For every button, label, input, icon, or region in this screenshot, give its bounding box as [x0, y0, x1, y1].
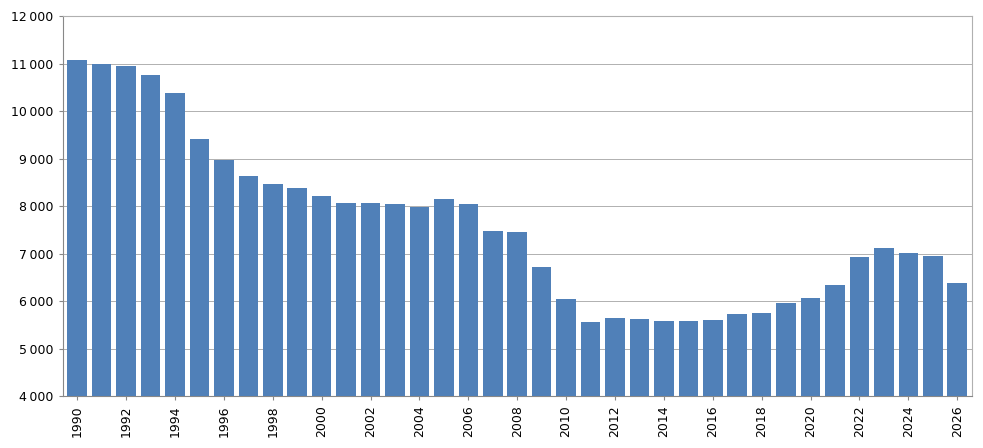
Bar [678, 321, 698, 448]
Bar [532, 267, 551, 448]
Bar [825, 285, 844, 448]
Bar [312, 196, 331, 448]
Bar [434, 199, 453, 448]
Bar [239, 176, 259, 448]
Bar [849, 257, 869, 448]
Bar [898, 253, 918, 448]
Bar [68, 60, 87, 448]
Bar [361, 203, 380, 448]
Bar [483, 231, 502, 448]
Bar [458, 204, 478, 448]
Bar [410, 207, 430, 448]
Bar [165, 93, 185, 448]
Bar [874, 248, 894, 448]
Bar [654, 321, 673, 448]
Bar [556, 299, 576, 448]
Bar [752, 313, 772, 448]
Bar [630, 319, 649, 448]
Bar [287, 188, 307, 448]
Bar [214, 160, 234, 448]
Bar [777, 303, 796, 448]
Bar [581, 322, 601, 448]
Bar [116, 66, 136, 448]
Bar [727, 314, 747, 448]
Bar [385, 204, 405, 448]
Bar [507, 232, 527, 448]
Bar [91, 64, 111, 448]
Bar [606, 318, 625, 448]
Bar [141, 75, 160, 448]
Bar [923, 256, 943, 448]
Bar [703, 320, 723, 448]
Bar [336, 203, 356, 448]
Bar [801, 297, 821, 448]
Bar [190, 138, 209, 448]
Bar [263, 184, 282, 448]
Bar [948, 283, 967, 448]
